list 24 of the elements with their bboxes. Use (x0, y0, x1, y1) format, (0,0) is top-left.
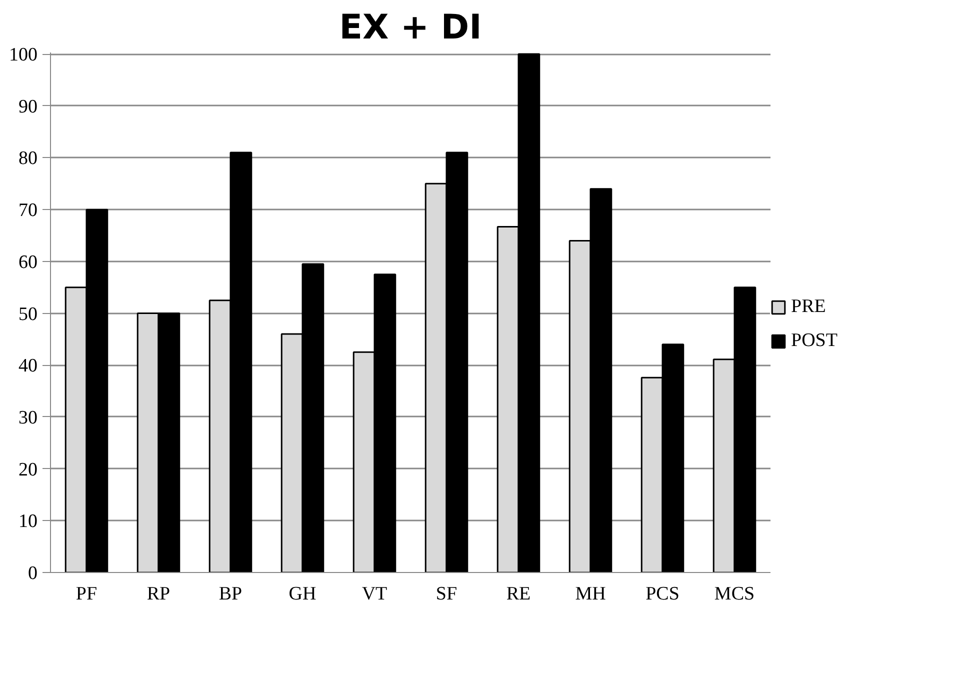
y-tick-label: 30 (18, 407, 38, 428)
x-tick-label: MH (575, 584, 606, 604)
y-tick-label: 100 (9, 44, 38, 66)
x-tick-label: BP (218, 584, 242, 604)
x-tick-label: PCS (646, 584, 680, 604)
x-tick-label: GH (288, 584, 316, 604)
legend-label: POST (791, 330, 838, 352)
legend-label: PRE (791, 296, 826, 318)
y-tick-label: 40 (18, 356, 38, 377)
y-tick-label: 70 (18, 200, 38, 222)
y-tick-label: 80 (18, 148, 38, 170)
y-tick-label: 10 (18, 511, 38, 532)
x-tick-label: PF (76, 584, 98, 604)
x-tick-label: VT (362, 584, 388, 604)
x-tick-label: MCS (714, 584, 755, 604)
y-tick-label: 20 (18, 459, 38, 480)
x-tick-label: RE (506, 584, 531, 604)
chart-title: EX + DI (339, 8, 482, 48)
y-tick-label: 50 (18, 304, 38, 325)
y-tick-label: 0 (28, 563, 38, 584)
y-tick-label: 90 (18, 96, 38, 118)
y-tick-label: 60 (18, 252, 38, 273)
x-tick-label: RP (146, 584, 170, 604)
x-tick-label: SF (436, 584, 458, 604)
